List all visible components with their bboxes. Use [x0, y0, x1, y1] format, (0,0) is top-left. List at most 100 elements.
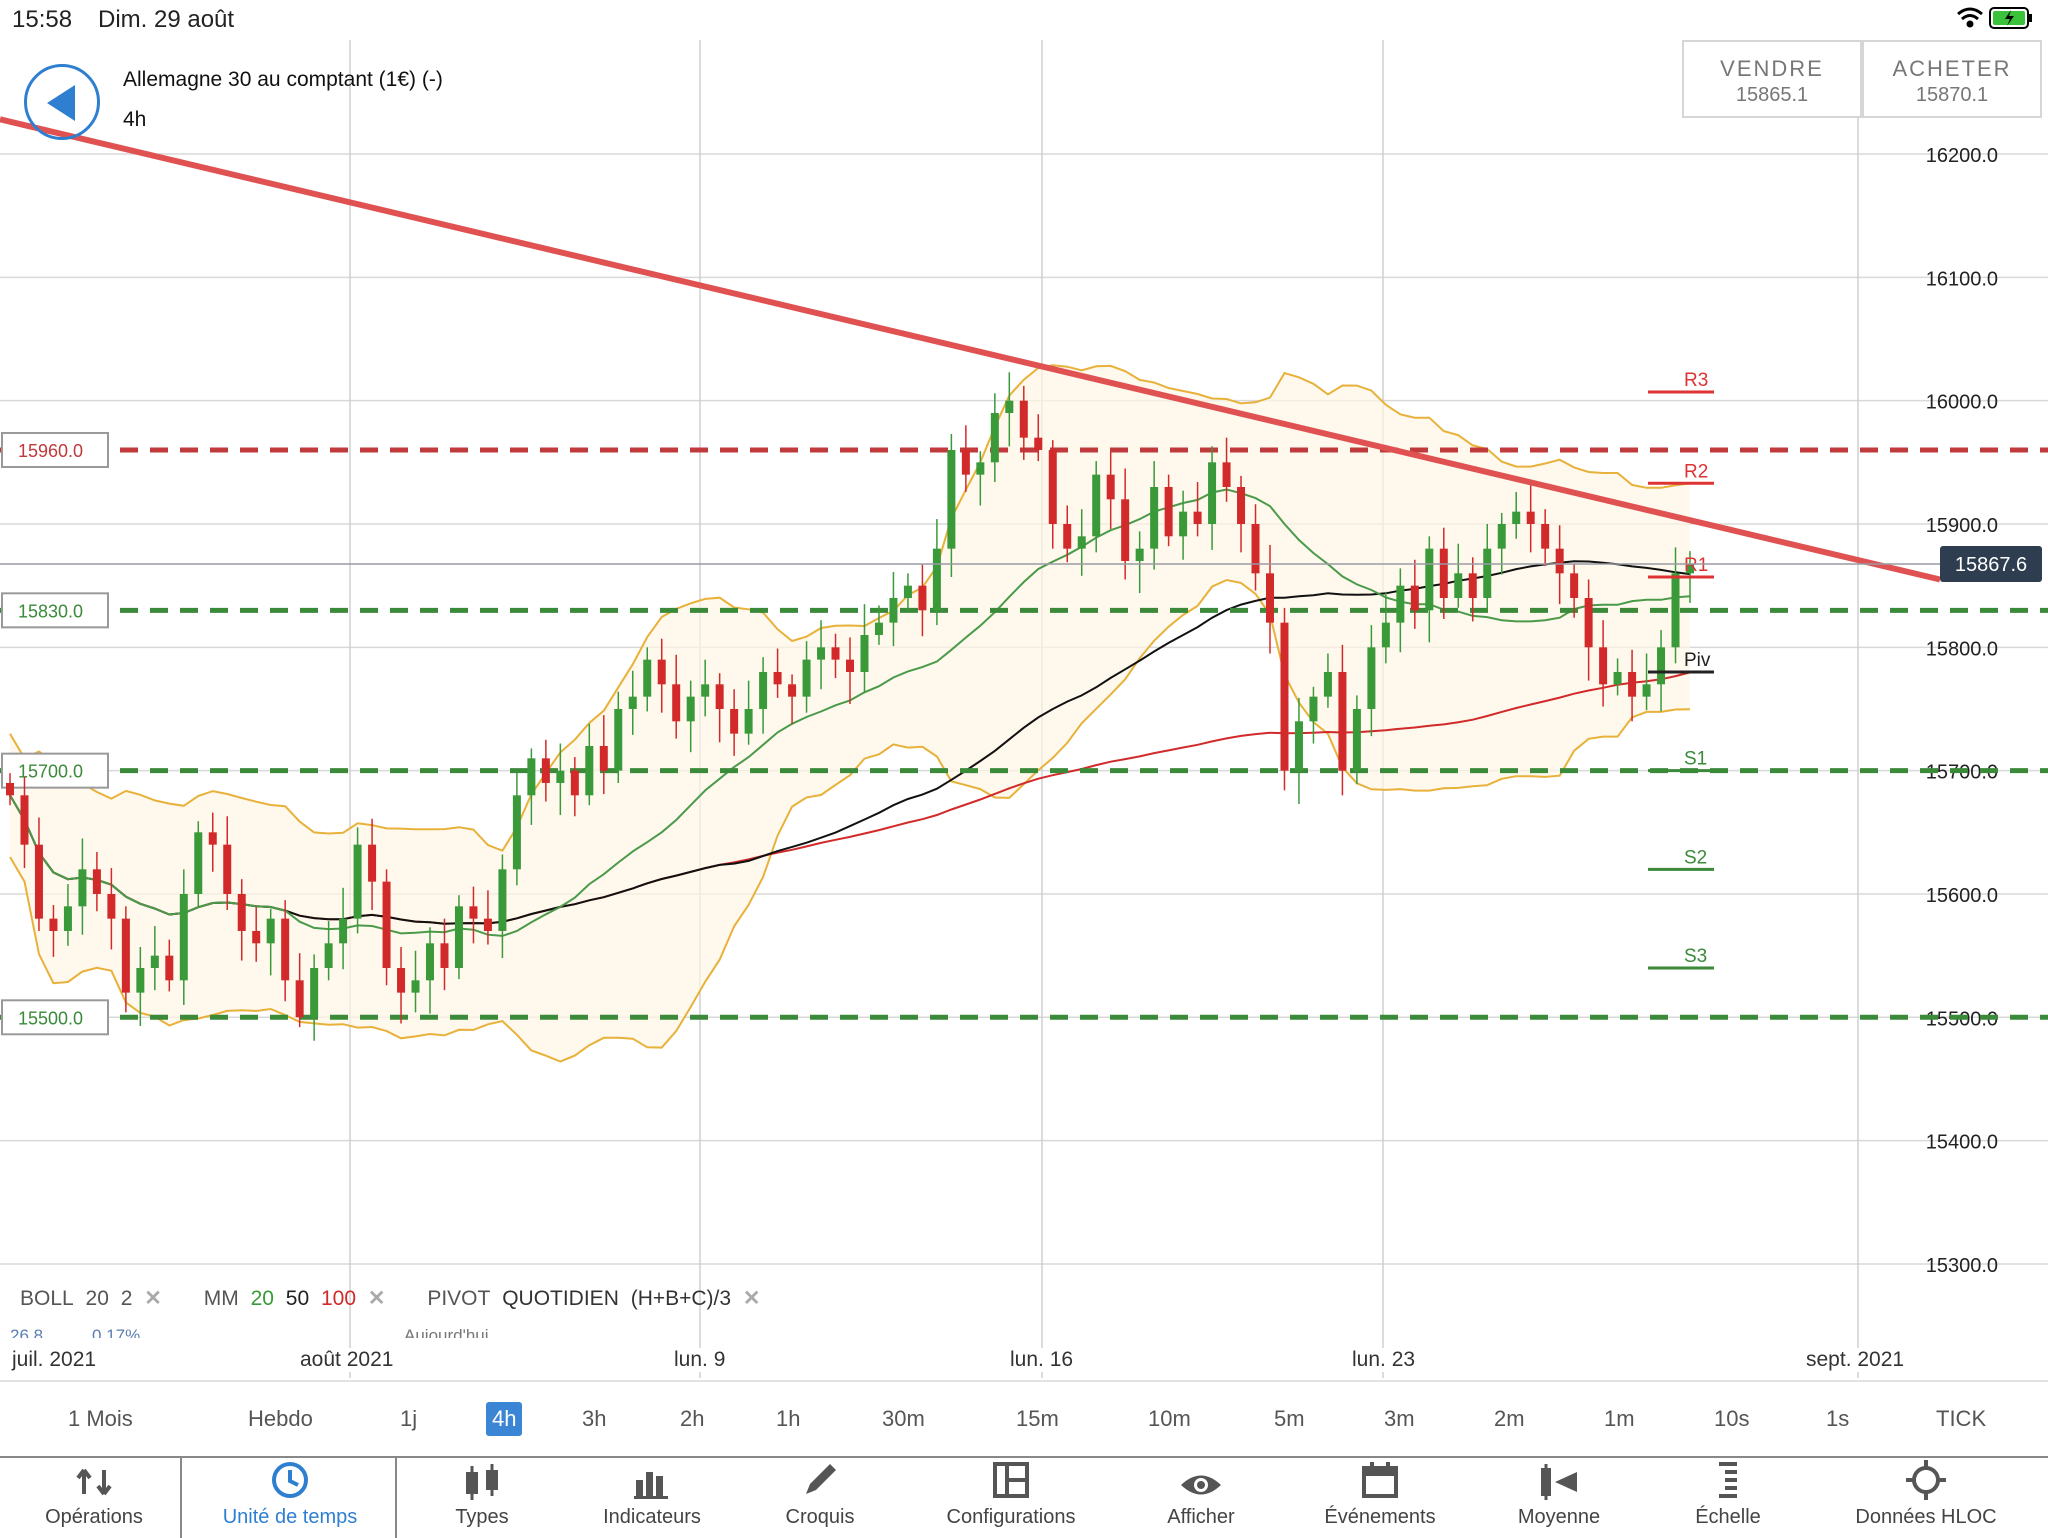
- toolbar-scale-button[interactable]: Échelle: [1672, 1458, 1784, 1538]
- candle-body: [1164, 486, 1173, 537]
- candle-body: [353, 844, 362, 919]
- candle-body: [295, 980, 304, 1018]
- timeframe-4h[interactable]: 4h: [486, 1402, 523, 1436]
- timeframe-15m[interactable]: 15m: [1016, 1406, 1059, 1431]
- candle-body: [1613, 671, 1622, 685]
- pivot-label: Piv: [1684, 650, 1711, 671]
- remove-boll-icon[interactable]: ✕: [144, 1287, 162, 1310]
- candle-body: [715, 684, 724, 709]
- toolbar-operations-button[interactable]: Opérations: [22, 1458, 166, 1538]
- timeframe-10s[interactable]: 10s: [1714, 1406, 1750, 1431]
- timeframe-1m[interactable]: 1m: [1604, 1406, 1635, 1431]
- candle-body: [1541, 523, 1550, 549]
- toolbar-label: Unité de temps: [222, 1506, 358, 1528]
- timeframe-label: 4h: [123, 108, 147, 131]
- mm-label: MM: [203, 1287, 239, 1310]
- timeframe-1j[interactable]: 1j: [400, 1406, 418, 1431]
- pivot-label: R1: [1684, 555, 1708, 576]
- current-price-badge: [1940, 545, 2042, 582]
- candle-body: [1512, 511, 1521, 524]
- candle-body: [643, 659, 652, 697]
- candle-body: [426, 943, 434, 981]
- bollinger-lower: [9, 578, 1691, 1063]
- candle-body: [121, 918, 130, 993]
- cut-value-1: 26.8: [10, 1326, 44, 1338]
- bollinger-upper: [9, 364, 1691, 852]
- candle-body: [759, 671, 768, 709]
- timeframe-10m[interactable]: 10m: [1148, 1406, 1191, 1431]
- timeframe-2h[interactable]: 2h: [680, 1406, 705, 1431]
- timeframe-5m[interactable]: 5m: [1274, 1406, 1305, 1431]
- x-axis-label: sept. 2021: [1802, 1348, 1909, 1372]
- toolbar-eye-button[interactable]: Afficher: [1118, 1458, 1284, 1538]
- candle-body: [150, 955, 159, 968]
- pivot-label: S1: [1684, 749, 1707, 770]
- remove-mm-icon[interactable]: ✕: [367, 1287, 386, 1310]
- candle-body: [1323, 671, 1332, 697]
- timeframe-2m[interactable]: 2m: [1494, 1406, 1525, 1431]
- level-label-box: [1, 999, 109, 1036]
- toolbar-calendar-button[interactable]: Événements: [1296, 1458, 1464, 1538]
- operations-icon: [22, 1458, 166, 1500]
- buy-button[interactable]: ACHETER 15870.1: [1862, 40, 2042, 118]
- mm-period-20: 20: [250, 1287, 274, 1310]
- battery-icon: [1989, 7, 2032, 29]
- candle-body: [1019, 400, 1028, 438]
- timeframe-1h[interactable]: 1h: [776, 1406, 801, 1431]
- candle-body: [1193, 511, 1202, 524]
- candle-body: [1483, 548, 1492, 598]
- candle-body: [411, 980, 420, 993]
- cut-value-2: 0.17%: [92, 1326, 141, 1338]
- y-tick-label: 15600.0: [1926, 885, 1998, 907]
- toolbar-layout-button[interactable]: Configurations: [922, 1458, 1100, 1538]
- candle-body: [672, 684, 681, 722]
- bar-chart-icon: [580, 1458, 724, 1500]
- candle-body: [1106, 474, 1115, 500]
- level-label: 15700.0: [18, 762, 83, 782]
- toolbar-bar-chart-button[interactable]: Indicateurs: [580, 1458, 724, 1538]
- toolbar-clock-button[interactable]: Unité de temps: [200, 1458, 380, 1538]
- candle-body: [107, 893, 116, 919]
- wifi-icon: [1957, 7, 1983, 28]
- candle-body: [1005, 400, 1014, 413]
- candle-body: [194, 832, 203, 894]
- sell-price: 15865.1: [1735, 84, 1809, 106]
- candle-body: [208, 832, 217, 845]
- level-label-box: [1, 752, 109, 789]
- pivot-label: R3: [1684, 370, 1708, 391]
- timeframe-tick[interactable]: TICK: [1936, 1406, 1987, 1431]
- timeframe-1-mois[interactable]: 1 Mois: [68, 1406, 133, 1431]
- timeframe-hebdo[interactable]: Hebdo: [248, 1406, 313, 1431]
- toolbar-candlestick-button[interactable]: Types: [418, 1458, 546, 1538]
- price-chart[interactable]: 16200.0 16100.0 16000.0 15900.0 15800.0 15700…: [0, 36, 2048, 1380]
- candle-body: [78, 869, 87, 907]
- timeframe-1s[interactable]: 1s: [1826, 1406, 1850, 1431]
- toolbar-label: Types: [455, 1506, 509, 1528]
- candle-body: [252, 930, 261, 944]
- toolbar-average-button[interactable]: Moyenne: [1476, 1458, 1642, 1538]
- candle-body: [802, 659, 811, 697]
- candle-body: [1309, 696, 1318, 722]
- remove-pivot-icon[interactable]: ✕: [742, 1287, 761, 1310]
- toolbar-crosshair-button[interactable]: Données HLOC: [1826, 1458, 2026, 1538]
- timeframe-30m[interactable]: 30m: [882, 1406, 925, 1431]
- candle-body: [6, 782, 14, 796]
- candle-body: [788, 684, 797, 697]
- candle-body: [730, 708, 739, 734]
- toolbar-label: Configurations: [946, 1506, 1076, 1528]
- candle-body: [310, 967, 319, 1018]
- back-button[interactable]: [24, 64, 100, 140]
- candle-body: [498, 869, 507, 931]
- sell-button[interactable]: VENDRE 15865.1: [1682, 40, 1862, 118]
- timeframe-3h[interactable]: 3h: [582, 1406, 607, 1431]
- candle-body: [454, 906, 463, 968]
- candle-body: [599, 745, 608, 771]
- candle-body: [49, 918, 58, 931]
- x-axis-label: lun. 16: [1006, 1348, 1078, 1372]
- candle-body: [889, 597, 898, 623]
- toolbar-pencil-button[interactable]: Croquis: [752, 1458, 888, 1538]
- y-tick-label: 16200.0: [1926, 145, 1998, 167]
- candle-body: [1266, 573, 1274, 623]
- status-icons: [1956, 4, 2036, 39]
- timeframe-3m[interactable]: 3m: [1384, 1406, 1415, 1431]
